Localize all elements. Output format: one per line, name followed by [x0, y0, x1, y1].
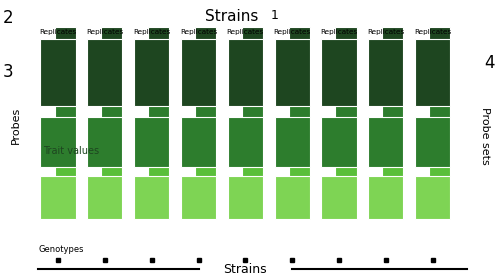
Text: Genotypes: Genotypes [38, 245, 84, 254]
Bar [228, 176, 263, 219]
Bar [274, 39, 310, 106]
Text: Strains: Strains [224, 263, 267, 276]
Bar [134, 176, 169, 219]
Text: Replicates: Replicates [180, 29, 217, 35]
Text: 3: 3 [3, 63, 13, 81]
Bar [382, 163, 404, 207]
Bar [195, 27, 216, 93]
Text: Replicates: Replicates [86, 29, 124, 35]
Text: Trait values: Trait values [43, 146, 99, 156]
Bar [54, 105, 76, 155]
Bar [148, 163, 169, 207]
Bar [181, 39, 216, 106]
Bar [102, 27, 122, 93]
Bar [274, 176, 310, 219]
Text: Probe sets: Probe sets [480, 107, 490, 165]
Bar [274, 117, 310, 167]
Text: Probes: Probes [11, 107, 21, 144]
Bar [134, 117, 169, 167]
Bar [368, 117, 404, 167]
Bar [195, 105, 216, 155]
Bar [88, 176, 122, 219]
Bar [40, 117, 76, 167]
Bar [242, 27, 263, 93]
Bar [88, 39, 122, 106]
Text: 4: 4 [484, 54, 495, 72]
Bar [288, 105, 310, 155]
Bar [228, 39, 263, 106]
Bar [429, 163, 450, 207]
Bar [336, 27, 356, 93]
Text: 2: 2 [3, 9, 13, 27]
Bar [336, 163, 356, 207]
Text: Replicates: Replicates [40, 29, 76, 35]
Bar [242, 163, 263, 207]
Bar [181, 176, 216, 219]
Bar [429, 27, 450, 93]
Bar [415, 176, 450, 219]
Bar [148, 105, 169, 155]
Bar [382, 105, 404, 155]
Bar [228, 117, 263, 167]
Bar [415, 39, 450, 106]
Text: 1: 1 [271, 9, 279, 22]
Bar [322, 176, 356, 219]
Bar [429, 105, 450, 155]
Bar [181, 117, 216, 167]
Bar [415, 117, 450, 167]
Bar [195, 163, 216, 207]
Bar [134, 39, 169, 106]
Bar [40, 39, 76, 106]
Bar [148, 27, 169, 93]
Bar [382, 27, 404, 93]
Bar [336, 105, 356, 155]
Bar [368, 39, 404, 106]
Bar [54, 163, 76, 207]
Text: Strains: Strains [204, 9, 258, 24]
Bar [242, 105, 263, 155]
Text: Replicates: Replicates [274, 29, 311, 35]
Bar [368, 176, 404, 219]
Bar [322, 117, 356, 167]
Text: Replicates: Replicates [414, 29, 451, 35]
Bar [102, 105, 122, 155]
Bar [322, 39, 356, 106]
Bar [288, 27, 310, 93]
Bar [54, 27, 76, 93]
Bar [288, 163, 310, 207]
Text: Replicates: Replicates [367, 29, 405, 35]
Text: Replicates: Replicates [226, 29, 264, 35]
Bar [88, 117, 122, 167]
Bar [102, 163, 122, 207]
Bar [40, 176, 76, 219]
Text: Replicates: Replicates [133, 29, 170, 35]
Text: Replicates: Replicates [320, 29, 358, 35]
